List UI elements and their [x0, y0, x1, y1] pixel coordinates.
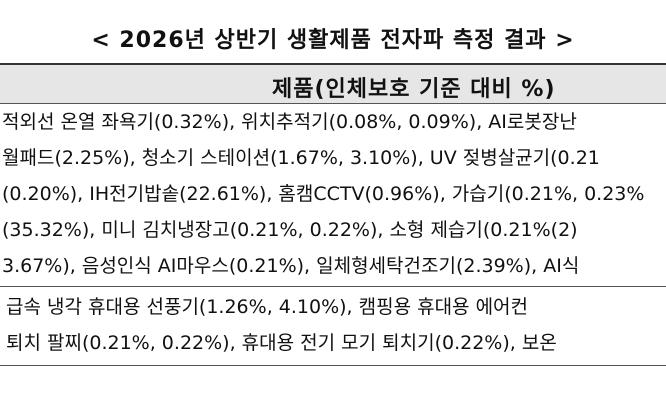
row-group: 적외선 온열 좌욕기(0.32%), 위치추적기(0.08%, 0.09%), … [0, 104, 666, 287]
text-line: (0.20%), IH전기밥솥(22.61%), 홈캠CCTV(0.96%), … [2, 183, 645, 205]
row-group: 급속 냉각 휴대용 선풍기(1.26%, 4.10%), 캠핑용 휴대용 에어컨… [0, 289, 666, 366]
text-line: 퇴치 팔찌(0.21%, 0.22%), 휴대용 전기 모기 퇴치기(0.22%… [6, 332, 557, 354]
title: < 2026년 상반기 생활제품 전자파 측정 결과 > [91, 28, 575, 53]
text-line: (35.32%), 미니 김치냉장고(0.21%, 0.22%), 소형 제습기… [2, 219, 578, 241]
text-line: 급속 냉각 휴대용 선풍기(1.26%, 4.10%), 캠핑용 휴대용 에어컨 [6, 296, 529, 318]
text-line: 3.67%), 음성인식 AI마우스(0.21%), 일체형세탁건조기(2.39… [2, 255, 580, 277]
column-header-text: 제품(인체보호 기준 대비 %) [272, 77, 556, 102]
column-header: 제품(인체보호 기준 대비 %) [0, 63, 666, 104]
text-line: 월패드(2.25%), 청소기 스테이션(1.67%, 3.10%), UV 젖… [2, 147, 600, 169]
text-line: 적외선 온열 좌욕기(0.32%), 위치추적기(0.08%, 0.09%), … [2, 111, 577, 133]
